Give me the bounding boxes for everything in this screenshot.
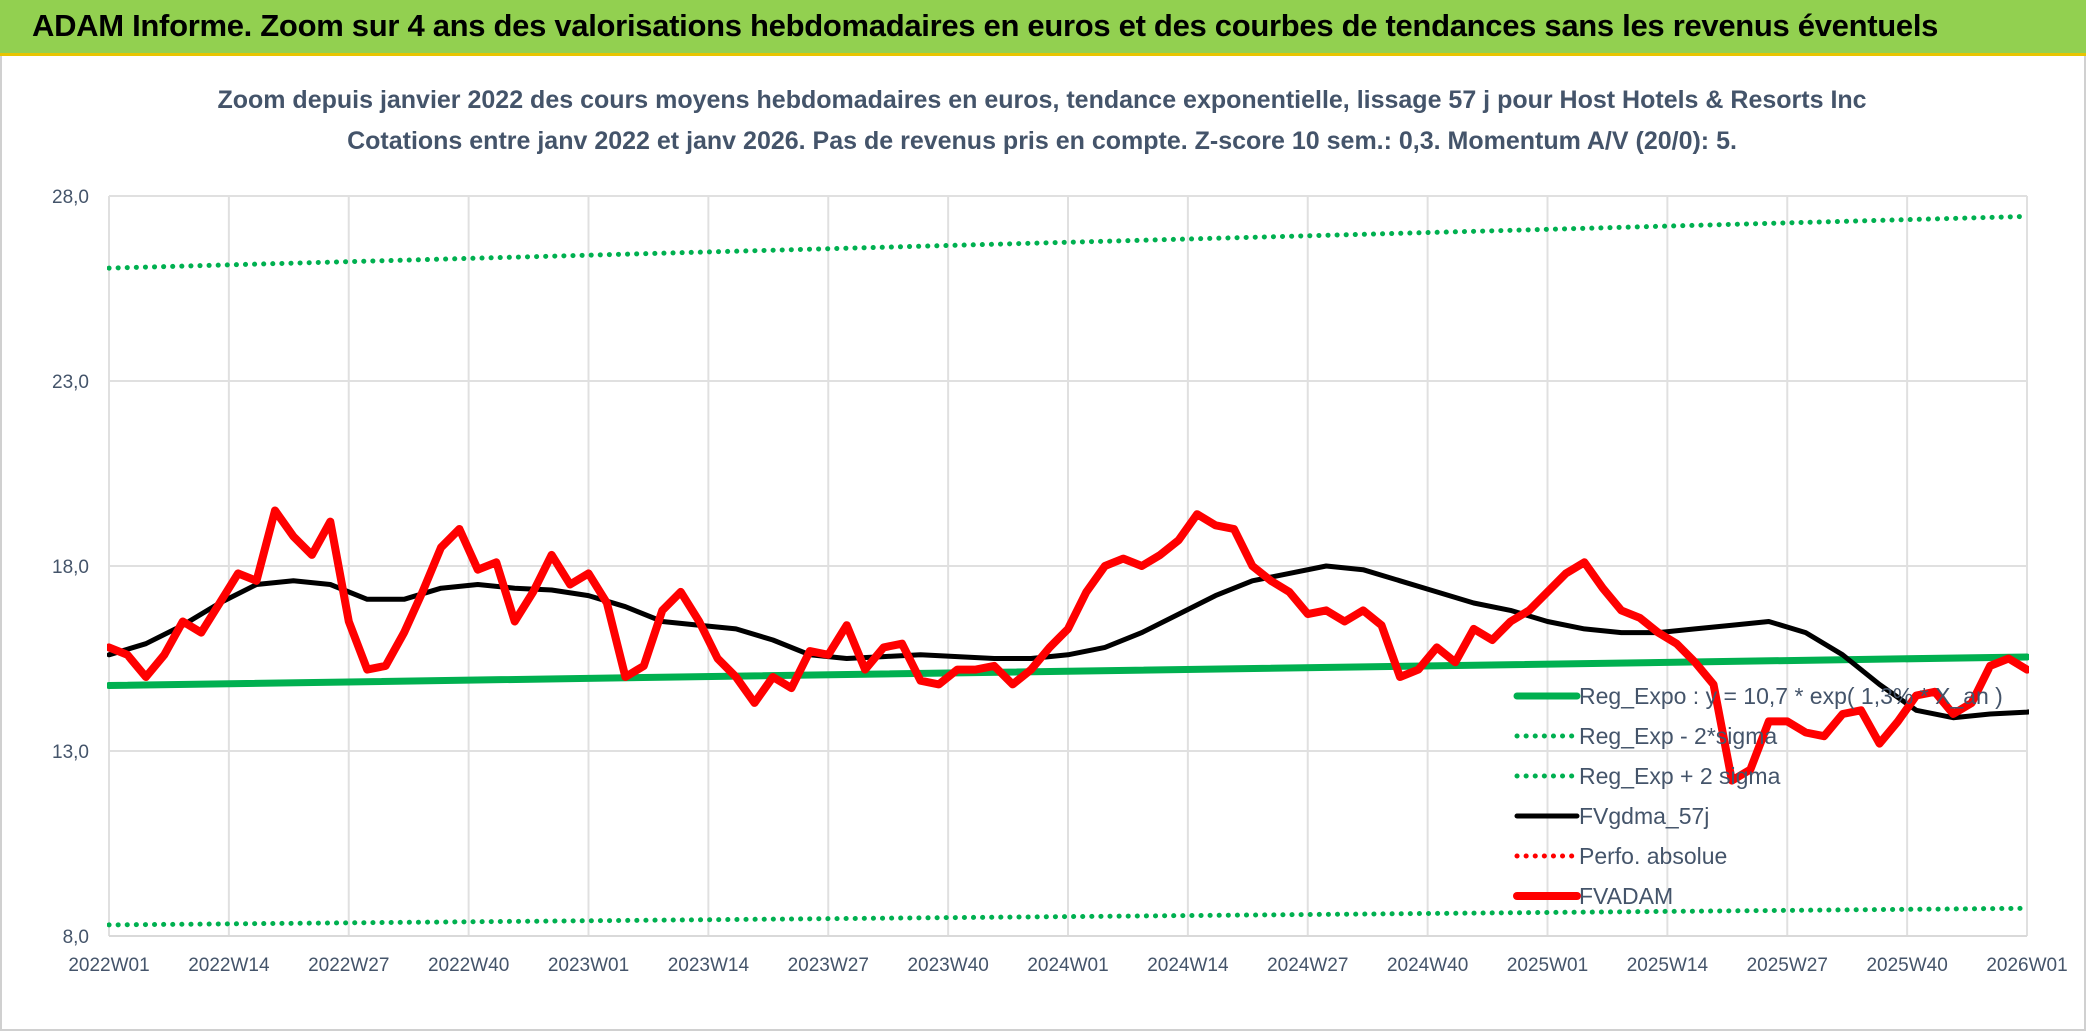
x-tick-label: 2025W01 xyxy=(1507,955,1588,976)
series-line-trend-minus-2sigma xyxy=(107,905,2029,928)
x-tick-label: 2024W01 xyxy=(1027,955,1108,976)
chart-subtitle: Cotations entre janv 2022 et janv 2026. … xyxy=(347,127,1737,155)
legend-label-trend-minus-2sigma: Reg_Exp - 2*sigma xyxy=(1579,723,1777,749)
grid xyxy=(108,195,2028,937)
x-tick-label: 2025W27 xyxy=(1747,955,1828,976)
y-tick-label: 23,0 xyxy=(52,372,89,393)
y-axis: 8,0 13,0 18,0 23,0 28,0 xyxy=(52,187,89,948)
x-tick-label: 2022W14 xyxy=(188,955,270,976)
x-axis: 2022W01 2022W14 2022W27 2022W40 2023W01 2023W… xyxy=(68,955,2067,976)
y-tick-label: 28,0 xyxy=(52,187,89,208)
series-line-trend-reg-expo xyxy=(107,653,2029,689)
x-tick-label: 2022W01 xyxy=(68,955,149,976)
x-tick-label: 2025W40 xyxy=(1866,955,1947,976)
banner: ADAM Informe. Zoom sur 4 ans des valoris… xyxy=(0,0,2086,56)
legend-label-trend-plus-2sigma: Reg_Exp + 2 sigma xyxy=(1579,763,1781,789)
chart-svg: Zoom depuis janvier 2022 des cours moyen… xyxy=(52,86,2068,976)
series-line-fvadam xyxy=(107,506,2029,785)
legend-label-fvgdma-57j: FVgdma_57j xyxy=(1579,803,1709,829)
x-tick-label: 2024W14 xyxy=(1147,955,1229,976)
chart-title: Zoom depuis janvier 2022 des cours moyen… xyxy=(217,86,1866,114)
series-line-trend-plus-2sigma xyxy=(107,213,2029,271)
x-tick-label: 2024W40 xyxy=(1387,955,1468,976)
y-tick-label: 13,0 xyxy=(52,742,89,763)
legend-label-perfo-absolue: Perfo. absolue xyxy=(1579,843,1727,869)
x-tick-label: 2024W27 xyxy=(1267,955,1348,976)
series-group xyxy=(107,213,2029,928)
x-tick-label: 2023W14 xyxy=(668,955,750,976)
x-tick-label: 2025W14 xyxy=(1627,955,1709,976)
x-tick-label: 2022W27 xyxy=(308,955,389,976)
legend: Reg_Expo : y = 10,7 * exp( 1,3% * X_an )… xyxy=(1513,683,2003,909)
series-line-fvgdma-57j xyxy=(107,563,2029,721)
x-tick-label: 2023W27 xyxy=(788,955,869,976)
x-tick-label: 2023W40 xyxy=(907,955,988,976)
x-tick-label: 2023W01 xyxy=(548,955,629,976)
y-tick-label: 8,0 xyxy=(63,927,89,948)
x-tick-label: 2026W01 xyxy=(1986,955,2067,976)
y-tick-label: 18,0 xyxy=(52,557,89,578)
banner-title: ADAM Informe. Zoom sur 4 ans des valoris… xyxy=(32,8,1939,43)
x-tick-label: 2022W40 xyxy=(428,955,509,976)
legend-label-trend-reg-expo: Reg_Expo : y = 10,7 * exp( 1,3% * X_an ) xyxy=(1579,683,2003,709)
chart-frame: Zoom depuis janvier 2022 des cours moyen… xyxy=(0,56,2086,1031)
legend-label-fvadam: FVADAM xyxy=(1579,883,1673,909)
